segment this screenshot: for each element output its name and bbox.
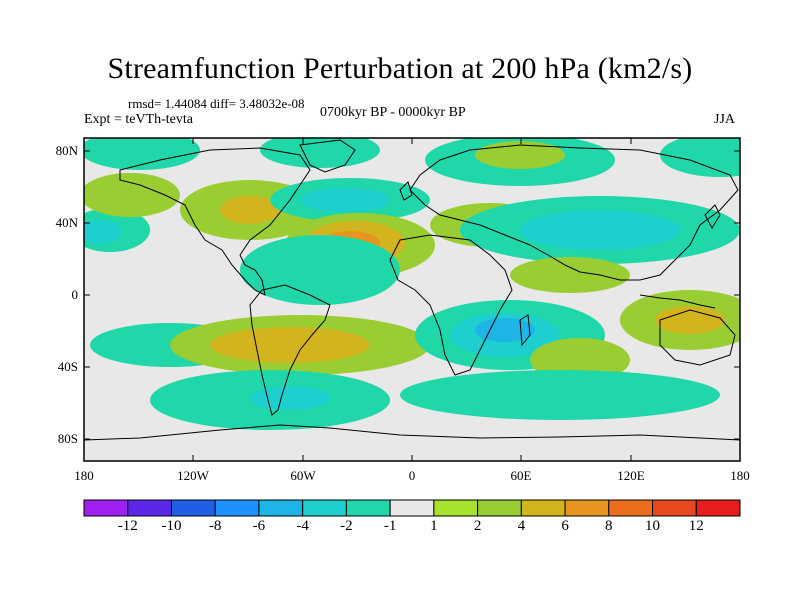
anomaly-blob <box>475 141 565 169</box>
colorbar-tick-label: 2 <box>473 518 482 534</box>
colorbar-swatch <box>520 499 566 517</box>
lat-label-0: 0 <box>71 287 79 302</box>
coastline-north-america <box>119 147 311 296</box>
coastline-uk <box>399 181 413 201</box>
colorbar-swatch <box>477 499 522 517</box>
lon-label-180w: 180 <box>74 468 94 483</box>
colorbar <box>83 499 741 517</box>
colorbar-tick-label: 6 <box>561 518 569 534</box>
coastline-australia <box>659 309 736 366</box>
colorbar-tick-label: 4 <box>517 518 526 534</box>
anomaly-blob <box>300 188 390 212</box>
contour-fill-layer <box>84 138 740 430</box>
anomaly-blob <box>210 327 370 363</box>
coastline-layer <box>84 139 740 441</box>
colorbar-tick-label: -4 <box>296 518 309 534</box>
coastline-antarctica <box>84 424 740 441</box>
colorbar-tick-label: -8 <box>208 518 222 534</box>
plot-title: Streamfunction Perturbation at 200 hPa (… <box>107 52 693 85</box>
anomaly-blob <box>400 370 720 420</box>
colorbar-swatch <box>214 499 260 517</box>
anomaly-blob <box>510 257 630 293</box>
colorbar-tick-label: -10 <box>161 518 182 534</box>
colorbar-tick-label: -12 <box>117 518 138 534</box>
colorbar-tick-label: 1 <box>430 518 438 534</box>
colorbar-tick-label: -6 <box>252 518 266 534</box>
colorbar-swatch <box>652 499 697 517</box>
lat-label-40n: 40N <box>55 215 78 230</box>
colorbar-swatch <box>345 499 391 517</box>
lon-label-120e: 120E <box>617 468 645 483</box>
anomaly-blob <box>84 173 180 217</box>
anomaly-blob <box>520 210 680 250</box>
lat-label-80n: 80N <box>55 143 78 158</box>
coastline-africa <box>389 234 513 376</box>
lat-label-40s: 40S <box>57 359 78 374</box>
colorbar-tick-label: -1 <box>383 518 397 534</box>
anomaly-blob <box>220 196 280 224</box>
anomaly-blob <box>250 386 330 410</box>
colorbar-swatch <box>608 499 654 517</box>
anomaly-blob <box>84 220 122 244</box>
colorbar-tick-label: 12 <box>688 518 704 534</box>
colorbar-tick-label: 8 <box>605 518 613 534</box>
coastline-south-america <box>249 284 331 416</box>
period-label: 0700kyr BP - 0000kyr BP <box>320 105 466 120</box>
lon-label-60e: 60E <box>510 468 532 483</box>
coastline-greenland <box>299 139 356 173</box>
lon-label-120w: 120W <box>177 468 209 483</box>
colorbar-tick-label: -2 <box>340 518 353 534</box>
season-label: JJA <box>714 112 736 127</box>
anomaly-blob <box>475 318 535 342</box>
colorbar-swatch <box>83 499 129 517</box>
colorbar-swatch <box>258 499 304 517</box>
coastline-indonesia <box>639 294 716 309</box>
lat-label-80s: 80S <box>57 431 78 446</box>
anomaly-blob <box>240 235 400 305</box>
lon-label-0: 0 <box>408 468 416 483</box>
rmsd-diff-stats: rmsd= 1.44084 diff= 3.48032e-08 <box>128 96 305 111</box>
anomaly-blob <box>260 138 380 168</box>
anomaly-blob <box>655 306 725 334</box>
anomaly-blob <box>660 138 740 177</box>
coastline-eurasia <box>409 144 739 281</box>
colorbar-swatch <box>127 499 172 517</box>
lon-label-180e: 180 <box>730 468 750 483</box>
colorbar-swatch <box>433 499 479 517</box>
coastline-japan <box>704 204 721 230</box>
colorbar-swatch <box>564 499 610 517</box>
coastline-madagascar <box>519 314 531 347</box>
axis-ticks <box>83 138 741 461</box>
colorbar-swatch <box>302 499 347 517</box>
colorbar-swatch <box>695 499 741 517</box>
colorbar-tick-label: 10 <box>645 518 661 534</box>
anomaly-blob <box>84 138 200 170</box>
colorbar-swatch <box>389 499 435 517</box>
experiment-label: Expt = teVTh-tevta <box>84 112 193 127</box>
colorbar-swatch <box>170 499 216 517</box>
lon-label-60w: 60W <box>290 468 316 483</box>
